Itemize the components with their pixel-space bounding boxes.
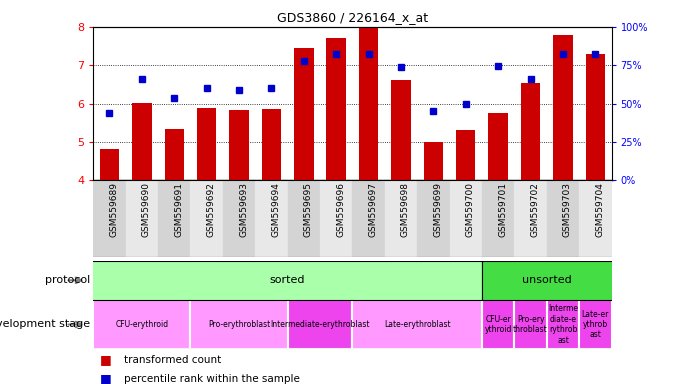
Bar: [158, 180, 191, 257]
Text: GSM559701: GSM559701: [498, 182, 507, 237]
Text: ■: ■: [100, 353, 112, 366]
Bar: [424, 142, 443, 180]
Bar: [294, 48, 314, 180]
Bar: [197, 108, 216, 180]
Text: GSM559694: GSM559694: [272, 182, 281, 237]
Text: GSM559691: GSM559691: [174, 182, 183, 237]
Bar: [326, 38, 346, 180]
Text: protocol: protocol: [45, 275, 90, 285]
Bar: [223, 180, 255, 257]
Bar: [489, 113, 508, 180]
Text: unsorted: unsorted: [522, 275, 571, 285]
Bar: [456, 130, 475, 180]
Text: GSM559696: GSM559696: [337, 182, 346, 237]
Bar: [450, 180, 482, 257]
Text: GSM559702: GSM559702: [531, 182, 540, 237]
Bar: [482, 300, 514, 349]
Bar: [191, 300, 287, 349]
Text: Pro-erythroblast: Pro-erythroblast: [208, 320, 270, 329]
Bar: [255, 180, 287, 257]
Text: GSM559692: GSM559692: [207, 182, 216, 237]
Text: GSM559699: GSM559699: [433, 182, 442, 237]
Bar: [93, 180, 126, 257]
Text: GSM559689: GSM559689: [109, 182, 118, 237]
Bar: [93, 300, 191, 349]
Text: GSM559695: GSM559695: [304, 182, 313, 237]
Bar: [164, 129, 184, 180]
Title: GDS3860 / 226164_x_at: GDS3860 / 226164_x_at: [277, 11, 428, 24]
Text: GSM559693: GSM559693: [239, 182, 248, 237]
Text: Late-er
ythrob
ast: Late-er ythrob ast: [582, 310, 609, 339]
Bar: [100, 149, 120, 180]
Text: GSM559698: GSM559698: [401, 182, 410, 237]
Bar: [352, 300, 482, 349]
Bar: [482, 180, 514, 257]
Text: Pro-ery
throblast: Pro-ery throblast: [513, 315, 548, 334]
Bar: [359, 27, 379, 180]
Bar: [553, 35, 573, 180]
Bar: [521, 83, 540, 180]
Bar: [352, 180, 385, 257]
Bar: [482, 261, 612, 300]
Bar: [287, 180, 320, 257]
Bar: [191, 180, 223, 257]
Bar: [287, 300, 352, 349]
Text: GSM559703: GSM559703: [563, 182, 572, 237]
Text: GSM559690: GSM559690: [142, 182, 151, 237]
Text: Late-erythroblast: Late-erythroblast: [384, 320, 451, 329]
Text: CFU-er
ythroid: CFU-er ythroid: [484, 315, 512, 334]
Bar: [579, 300, 612, 349]
Bar: [579, 180, 612, 257]
Bar: [514, 180, 547, 257]
Bar: [514, 300, 547, 349]
Bar: [417, 180, 450, 257]
Text: percentile rank within the sample: percentile rank within the sample: [124, 374, 301, 384]
Bar: [229, 110, 249, 180]
Text: GSM559697: GSM559697: [368, 182, 377, 237]
Text: ■: ■: [100, 372, 112, 384]
Text: sorted: sorted: [270, 275, 305, 285]
Bar: [585, 54, 605, 180]
Text: GSM559704: GSM559704: [596, 182, 605, 237]
Bar: [93, 261, 482, 300]
Bar: [547, 300, 579, 349]
Bar: [547, 180, 579, 257]
Text: Interme
diate-e
rythrob
ast: Interme diate-e rythrob ast: [548, 305, 578, 344]
Text: GSM559700: GSM559700: [466, 182, 475, 237]
Bar: [320, 180, 352, 257]
Bar: [132, 103, 151, 180]
Bar: [391, 80, 410, 180]
Bar: [385, 180, 417, 257]
Text: CFU-erythroid: CFU-erythroid: [115, 320, 169, 329]
Bar: [262, 109, 281, 180]
Text: Intermediate-erythroblast: Intermediate-erythroblast: [270, 320, 370, 329]
Bar: [126, 180, 158, 257]
Text: development stage: development stage: [0, 319, 90, 329]
Text: transformed count: transformed count: [124, 355, 222, 365]
